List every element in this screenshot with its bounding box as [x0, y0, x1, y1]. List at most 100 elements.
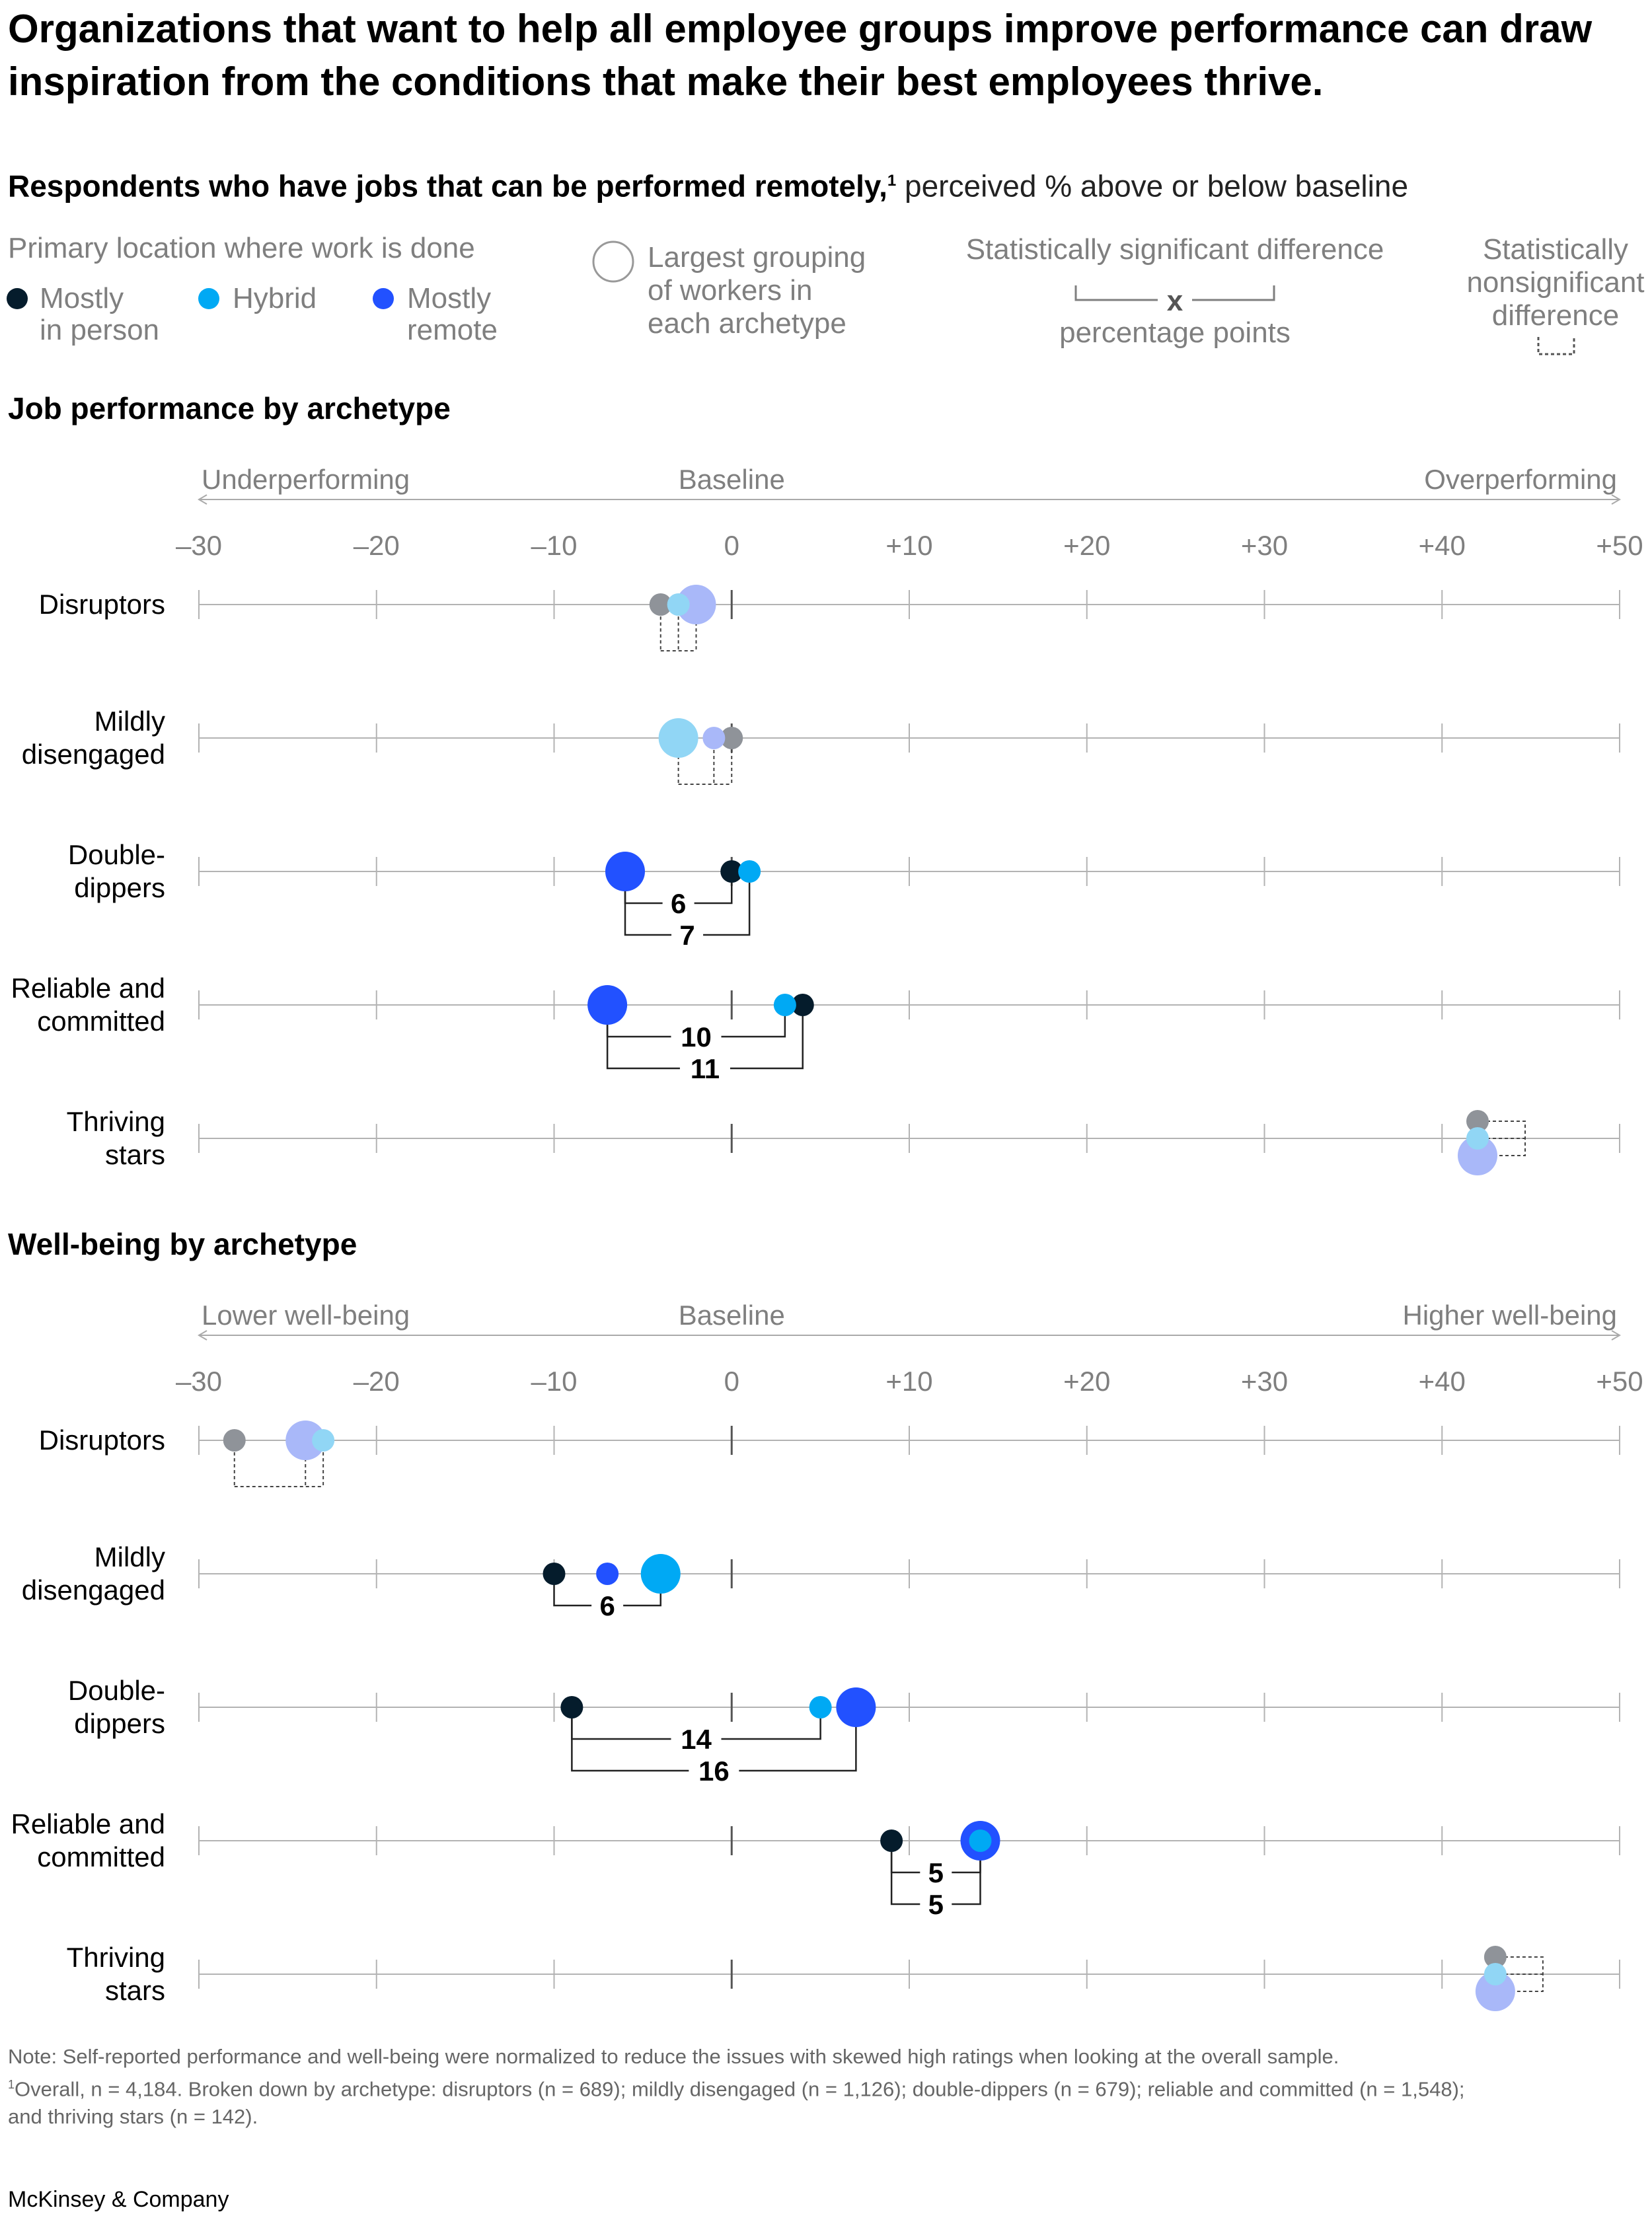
row-label: Double- [68, 839, 165, 870]
significance-label: 6 [671, 888, 686, 919]
row-label: dippers [74, 1708, 165, 1739]
direction-arrow-right [1611, 1330, 1621, 1341]
row-disruptors: Disruptors [39, 585, 1620, 651]
chart-1: Job performance by archetype Underperform… [8, 391, 1643, 1175]
legend-dot-remote [373, 288, 394, 309]
tick-label: +50 [1596, 1366, 1643, 1397]
dot-in-person [880, 1829, 903, 1852]
chart-subtitle: Respondents who have jobs that can be pe… [8, 161, 1640, 205]
chart-title: Job performance by archetype [8, 391, 451, 425]
significance-label: 16 [698, 1755, 730, 1787]
tick-label: +20 [1063, 530, 1110, 561]
dot-in-person [791, 994, 814, 1016]
legend-label-remote-1: Mostly [407, 282, 491, 314]
significance-bracket [606, 1005, 804, 1070]
legend-sig-title: Statistically significant difference [966, 233, 1384, 266]
legend-largest-2: of workers in [648, 274, 812, 307]
row-label: Disruptors [39, 1424, 165, 1456]
tick-label: 0 [724, 530, 739, 561]
footnote-1: 1Overall, n = 4,184. Broken down by arch… [8, 2071, 1640, 2103]
dot-remote [285, 1421, 326, 1460]
chart-2: Well-being by archetype Lower well-being B… [8, 1227, 1643, 2011]
row-label: committed [37, 1841, 165, 1872]
tick-label: –10 [531, 1366, 577, 1397]
dot-remote [676, 585, 716, 624]
dot-remote [836, 1687, 876, 1727]
direction-label-center: Baseline [679, 1300, 785, 1331]
direction-label-right: Overperforming [1424, 464, 1617, 495]
footnotes: Note: Self-reported performance and well… [8, 2043, 1640, 2131]
legend-label-remote-2: remote [407, 314, 498, 346]
tick-label: +30 [1241, 530, 1288, 561]
row-label: Reliable and [11, 1808, 165, 1839]
row-label: Mildly [94, 1541, 165, 1572]
footnote-1-mark: 1 [8, 2078, 15, 2091]
row-label: disengaged [22, 739, 165, 770]
footnote-1-cont: and thriving stars (n = 142). [8, 2105, 258, 2129]
significance-label: 14 [681, 1724, 712, 1755]
tick-label: +20 [1063, 1366, 1110, 1397]
tick-label: –20 [354, 1366, 400, 1397]
dot-in-person [649, 593, 672, 616]
nonsignificant-connector [1504, 1956, 1544, 1992]
legend-nonsig-1: Statistically [1483, 233, 1628, 266]
dot-remote [1475, 1972, 1515, 2011]
row-label: stars [105, 1139, 165, 1170]
dot-hybrid [773, 994, 796, 1016]
direction-arrow-left [198, 494, 207, 505]
direction-label-center: Baseline [679, 464, 785, 495]
dot-in-person [543, 1563, 566, 1585]
legend: Primary location where work is done Most… [7, 232, 1645, 355]
dot-in-person [720, 727, 743, 749]
nonsignificant-connector [677, 738, 733, 785]
tick-label: +40 [1419, 530, 1466, 561]
significance-bracket [571, 1707, 857, 1772]
legend-location-title: Primary location where work is done [8, 232, 475, 264]
significance-label: 10 [681, 1021, 712, 1053]
dot-hybrid [738, 860, 761, 883]
legend-nonsig-bracket [1537, 337, 1575, 355]
dot-hybrid [1483, 1963, 1507, 1985]
legend-label-hybrid: Hybrid [233, 282, 317, 314]
note-text: Note: Self-reported performance and well… [8, 2045, 1339, 2068]
legend-sig-marker: x [1167, 285, 1183, 317]
dot-hybrid [667, 593, 690, 616]
row-label: committed [37, 1006, 165, 1037]
legend-label-in-person-2: in person [40, 314, 159, 346]
chart-headline: Organizations that want to help all empl… [8, 7, 1593, 104]
row-label: dippers [74, 872, 165, 903]
tick-label: +50 [1596, 530, 1643, 561]
significance-label: 7 [679, 920, 695, 951]
legend-dot-in-person [7, 288, 28, 309]
subtitle-bold: Respondents who have jobs that can be pe… [8, 168, 887, 203]
legend-largest-1: Largest grouping [648, 241, 866, 274]
row-label: Disruptors [39, 589, 165, 620]
tick-label: +10 [885, 530, 932, 561]
row-label: Reliable and [11, 973, 165, 1004]
row-double-dippers: Double-dippers 67 [68, 839, 1620, 951]
tick-label: +40 [1419, 1366, 1466, 1397]
direction-arrow-right [1611, 494, 1621, 505]
row-label: Mildly [94, 706, 165, 737]
tick-label: 0 [724, 1366, 739, 1397]
direction-label-left: Underperforming [202, 464, 410, 495]
dot-remote [587, 985, 628, 1025]
significance-label: 11 [691, 1053, 720, 1084]
tick-label: +30 [1241, 1366, 1288, 1397]
row-disruptors: Disruptors [39, 1421, 1620, 1487]
row-label: Thriving [67, 1942, 165, 1973]
row-label: Thriving [67, 1106, 165, 1137]
direction-label-left: Lower well-being [202, 1300, 410, 1331]
footnote-marker: 1 [887, 172, 897, 190]
chart-title: Well-being by archetype [8, 1227, 357, 1261]
subtitle-rest: perceived % above or below baseline [896, 168, 1409, 203]
significance-bracket [624, 871, 751, 936]
legend-label-in-person-1: Mostly [40, 282, 124, 314]
